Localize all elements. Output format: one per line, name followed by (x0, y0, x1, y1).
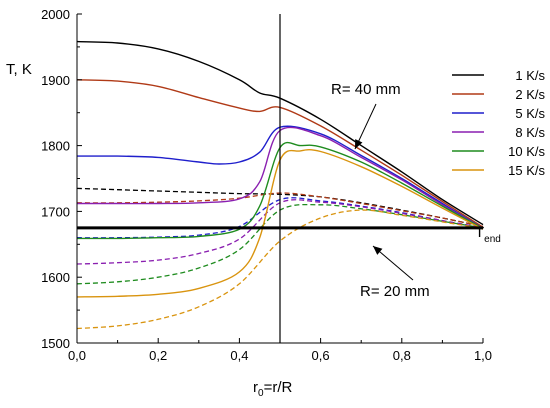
x-tick-label: 0,4 (230, 348, 248, 363)
legend-label: 15 K/s (508, 163, 545, 178)
x-tick-label: 0,0 (68, 348, 86, 363)
annotation-r40: R= 40 mm (331, 81, 401, 98)
x-tick-label: 0,6 (312, 348, 330, 363)
x-axis-title-rest: =r/R (264, 379, 293, 396)
series-line-dashed-5 (76, 209, 484, 330)
arrow-r40-head (355, 139, 363, 149)
annotation-tend: Tend (475, 224, 501, 245)
legend-label: 5 K/s (515, 106, 545, 121)
y-axis-title: T, K (6, 61, 32, 78)
x-tick-label: 1,0 (474, 348, 492, 363)
y-tick-label: 2000 (41, 7, 70, 22)
series-line-solid-1 (76, 79, 484, 228)
x-axis-title: r0=r/R (253, 379, 292, 399)
x-axis-title-sub: 0 (258, 388, 264, 399)
legend-label: 2 K/s (515, 87, 545, 102)
reference-lines (77, 14, 483, 343)
legend-label: 8 K/s (515, 125, 545, 140)
y-tick-label: 1600 (41, 270, 70, 285)
annotation-arrows (354, 103, 414, 281)
y-tick-label: 1700 (41, 204, 70, 219)
y-tick-label: 1900 (41, 73, 70, 88)
legend-label: 10 K/s (508, 144, 545, 159)
series-line-solid-2 (76, 125, 484, 230)
annotation-tend-main: T (475, 224, 484, 241)
annotation-r20: R= 20 mm (360, 283, 430, 300)
axes (76, 13, 484, 344)
legend-label: 1 K/s (515, 68, 545, 83)
arrow-r20-head (373, 246, 383, 255)
y-tick-label: 1800 (41, 139, 70, 154)
legend: 1 K/s 2 K/s 5 K/s 8 K/s 10 K/s 15 K/s (452, 68, 545, 178)
x-axis-title-main: r (253, 379, 258, 396)
tick-labels: 0,0 0,2 0,4 0,6 0,8 1,0 1500 1600 1700 1800 1900 20… (41, 7, 492, 363)
y-tick-label: 1500 (41, 336, 70, 351)
series-line-solid-3 (76, 126, 484, 230)
x-tick-label: 0,8 (393, 348, 411, 363)
series-line-solid-0 (76, 40, 484, 226)
x-tick-label: 0,2 (149, 348, 167, 363)
annotation-tend-sub: end (484, 234, 501, 245)
